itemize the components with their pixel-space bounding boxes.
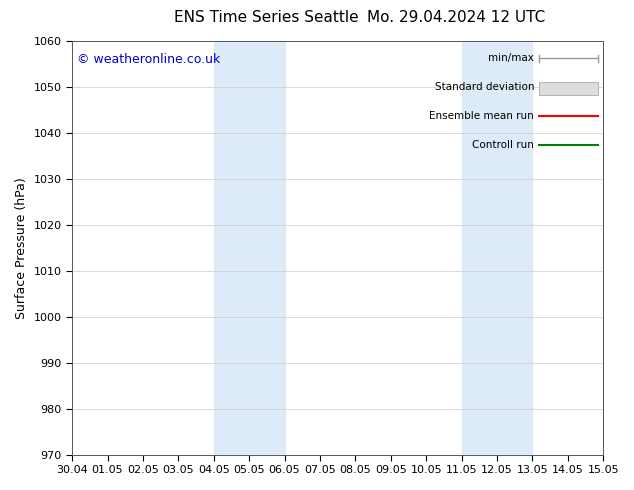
Bar [214, 41, 285, 455]
Y-axis label: Surface Pressure (hPa): Surface Pressure (hPa) [15, 177, 28, 318]
Text: Controll run: Controll run [472, 140, 534, 150]
Text: min/max: min/max [488, 53, 534, 63]
Bar [462, 41, 533, 455]
Text: © weatheronline.co.uk: © weatheronline.co.uk [77, 53, 221, 67]
Text: Ensemble mean run: Ensemble mean run [429, 111, 534, 122]
Text: ENS Time Series Seattle: ENS Time Series Seattle [174, 10, 359, 25]
Text: Mo. 29.04.2024 12 UTC: Mo. 29.04.2024 12 UTC [367, 10, 546, 25]
Bar [540, 81, 598, 95]
Text: Standard deviation: Standard deviation [435, 82, 534, 93]
